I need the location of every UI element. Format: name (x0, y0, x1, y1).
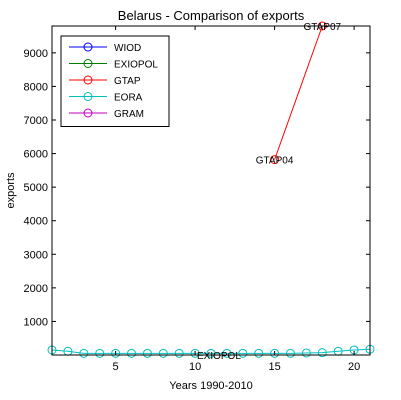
y-tick-label: 4000 (24, 216, 48, 228)
y-tick-label: 8000 (24, 81, 48, 93)
data-point-eora (238, 348, 248, 358)
series-line-eora (51, 348, 371, 354)
y-tick-label: 9000 (24, 48, 48, 60)
data-point-gtap (270, 155, 280, 165)
y-tick-label: 6000 (24, 149, 48, 161)
legend-box (60, 35, 170, 127)
x-tick-label: 10 (189, 361, 201, 373)
data-point-eora (317, 348, 327, 358)
legend-swatch-marker-gtap (83, 75, 93, 85)
legend-swatch-marker-gram (83, 108, 93, 118)
y-tick-label: 1000 (24, 316, 48, 328)
plot-frame (51, 25, 371, 356)
data-point-eora (206, 348, 216, 358)
legend-swatch-marker-eora (83, 92, 93, 101)
y-tick-label: 2000 (24, 283, 48, 295)
x-tick-label: 5 (113, 361, 119, 373)
annotation-label: GTAP04 (256, 156, 294, 167)
y-tick-label: 5000 (24, 182, 48, 194)
series-layer (47, 21, 375, 358)
y-tick-label: 7000 (24, 115, 48, 127)
legend-label-exiopol: EXIOPOL (114, 60, 158, 71)
data-point-eora (301, 348, 311, 358)
data-point-eora (222, 348, 232, 358)
data-point-eora (79, 348, 89, 358)
data-point-eora (174, 348, 184, 358)
chart-title: Belarus - Comparison of exports (118, 8, 305, 23)
annotation-label: GTAP07 (303, 22, 341, 33)
legend-swatch-marker-wiod (83, 42, 93, 52)
annotation-layer: GTAP07 GTAP04 EXIOPOL (197, 22, 342, 362)
annotation-label: EXIOPOL (197, 351, 241, 362)
series-eora (47, 344, 375, 358)
data-point-eora (95, 348, 105, 358)
x-axis-label: Years 1990-2010 (169, 380, 252, 392)
series-line-gtap (274, 25, 323, 160)
legend-label-gtap: GTAP (114, 76, 141, 87)
data-point-eora (142, 348, 152, 358)
data-point-eora (286, 348, 295, 358)
data-point-eora (158, 348, 168, 358)
data-point-eora (270, 348, 280, 358)
legend-label-gram: GRAM (114, 109, 144, 120)
y-axis-label: exports (5, 172, 17, 209)
y-tick-label: 3000 (24, 249, 48, 261)
legend-label-wiod: WIOD (114, 43, 141, 54)
x-tick-label: 15 (268, 361, 280, 373)
data-point-eora (111, 348, 121, 358)
data-point-eora (190, 348, 200, 358)
legend-label-eora: EORA (114, 93, 143, 104)
data-point-eora (127, 348, 136, 358)
data-point-eora (254, 348, 264, 358)
legend-swatch-marker-exiopol (83, 59, 93, 68)
x-tick-label: 20 (348, 361, 360, 373)
legend: WIOD EXIOPOL GTAP EORA GRAM (60, 35, 170, 127)
tick-layer: 5 10 15 20 1000 2000 3000 4000 5000 6000 7000 8000 9… (24, 26, 370, 373)
